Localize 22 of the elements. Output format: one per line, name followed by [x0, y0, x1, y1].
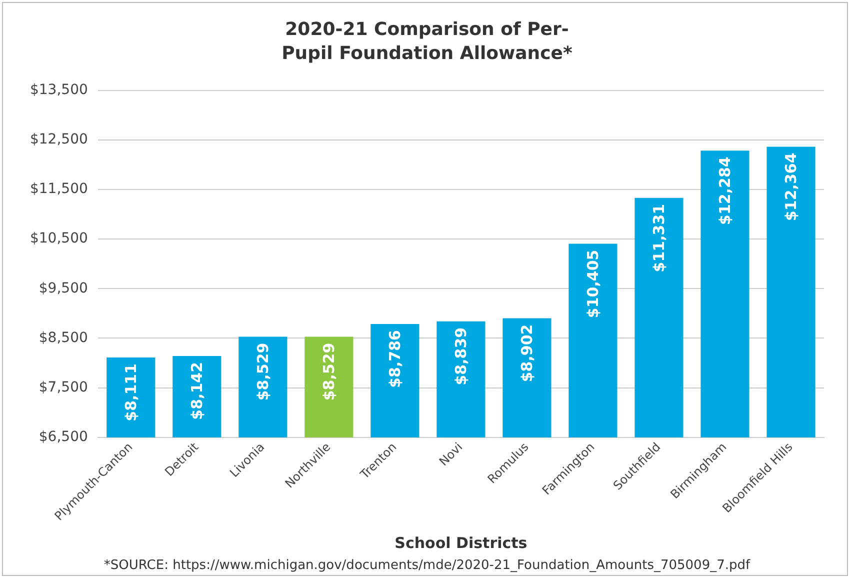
y-tick-label: $12,500	[30, 132, 88, 148]
data-label: $8,529	[320, 342, 338, 401]
data-label: $8,142	[188, 362, 206, 420]
x-axis-title: School Districts	[394, 534, 528, 552]
chart-title: 2020-21 Comparison of Per-Pupil Foundation Allowance*	[280, 18, 574, 66]
data-label: $8,902	[518, 324, 536, 382]
data-label: $8,839	[452, 327, 470, 386]
data-label: $10,405	[584, 250, 602, 318]
data-label: $12,284	[716, 156, 734, 225]
data-label: $8,111	[122, 363, 140, 422]
text: *SOURCE: https://www.michigan.gov/documents/mde/2020-21_Foundation_Amounts_705009_7.pdf	[102, 558, 752, 573]
y-tick-label: $9,500	[38, 280, 88, 296]
y-tick-label: $11,500	[30, 181, 88, 198]
y-tick-label: $7,500	[38, 379, 88, 396]
data-label: $8,786	[386, 330, 404, 388]
data-label: $12,364	[782, 152, 800, 222]
data-label: $8,529	[254, 342, 272, 401]
y-tick-label: $6,500	[38, 428, 88, 445]
y-tick-label: $13,500	[30, 82, 88, 98]
data-label: $11,331	[650, 204, 668, 272]
y-tick-label: $8,500	[38, 330, 88, 346]
y-tick-label: $10,500	[30, 230, 88, 247]
